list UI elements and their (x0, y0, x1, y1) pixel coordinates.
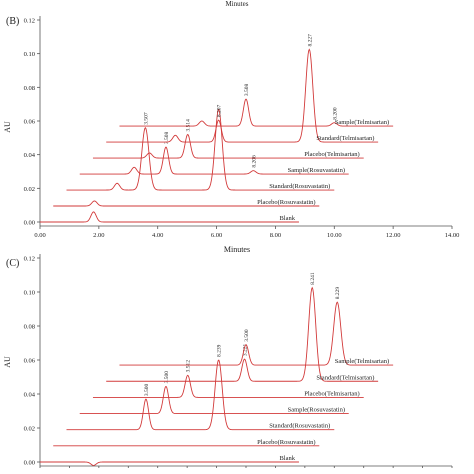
panel-b-x-axis-label: Minutes (224, 245, 250, 254)
panel-b-y-axis-label: AU (3, 121, 12, 133)
x-tick-label: 12.00 (386, 232, 401, 239)
x-tick-label: 0.00 (34, 232, 45, 239)
series-label: Sample(Telmisartan) (335, 358, 389, 365)
y-tick-label: 0.06 (24, 119, 36, 126)
peak-label: 3.508 (244, 83, 250, 96)
peak-label: 3.514 (186, 119, 192, 132)
y-tick-label: 0.08 (24, 85, 35, 92)
peak-label: 3.507 (143, 112, 149, 125)
peak-label: 8.206 (251, 155, 257, 168)
series-label: Placebo(Rosuvastatin) (257, 199, 316, 206)
series-trace-6 (119, 98, 394, 127)
y-tick-label: 0.04 (24, 392, 36, 399)
series-trace-5 (106, 286, 379, 382)
series-trace-1 (53, 200, 320, 207)
series-trace-2 (66, 359, 335, 431)
series-label: Blank (279, 215, 295, 222)
series-label: Standard(Rosuvastatin) (269, 423, 330, 430)
x-tick-label: 2.00 (93, 232, 104, 239)
y-tick-label: 0.04 (24, 152, 36, 159)
panel-c: (C) AU 0.00 0.02 0.04 0.06 0.08 0.10 0.12 Blank… (3, 254, 453, 468)
series-trace-4 (92, 374, 364, 398)
series-trace-2 (66, 109, 335, 191)
series-trace-3 (79, 386, 349, 414)
series-trace-0 (40, 211, 299, 223)
series-label: Blank (279, 455, 295, 462)
peak-label: 8.239 (217, 344, 223, 357)
series-label: Placebo(Rosuvastatin) (257, 439, 316, 446)
x-tick-label: 6.00 (211, 232, 222, 239)
y-tick-label: 0.02 (24, 186, 35, 193)
panel-c-label: (C) (6, 258, 19, 269)
y-tick-label: 0.08 (24, 324, 35, 331)
peak-label: 8.229 (335, 287, 341, 300)
peak-label: 8.200 (332, 107, 338, 120)
peak-label: 8.241 (310, 272, 316, 285)
panel-b-top-label: Minutes (226, 0, 249, 8)
x-tick-label: 10.00 (327, 232, 342, 239)
series-label: Sample(Rosuvastatin) (288, 407, 345, 414)
y-tick-label: 0.12 (24, 256, 35, 263)
panel-c-plot-area: 0.00 0.02 0.04 0.06 0.08 0.10 0.12 Blank Placebo… (24, 254, 453, 468)
x-tick-label: 14.00 (445, 232, 460, 239)
peak-label: 3.221 (243, 344, 249, 357)
peak-label: 8.227 (307, 34, 313, 47)
peak-label: 8.207 (217, 105, 223, 118)
y-tick-label: 0.12 (24, 18, 35, 25)
series-label: Sample(Telmisartan) (335, 119, 389, 126)
series-label: Standard(Rosuvastatin) (269, 183, 330, 190)
series-trace-0 (40, 461, 299, 466)
series-trace-3 (79, 146, 349, 175)
series-trace-6 (119, 301, 394, 366)
y-tick-label: 0.06 (24, 358, 36, 365)
peak-label: 3.500 (144, 383, 150, 396)
panel-b-plot-area: 0.00 0.02 0.04 0.06 0.08 0.10 0.12 0.00 2.00 4.00… (24, 16, 460, 239)
panel-b-label: (B) (6, 16, 19, 27)
panel-c-y-axis-label: AU (3, 356, 12, 368)
series-label: Sample(Rosuvastatin) (288, 167, 345, 174)
peak-label: 3.500 (164, 371, 170, 384)
panel-b: Minutes (B) AU Minutes 0.000.020.040.060… (3, 0, 459, 254)
x-tick-label: 4.00 (152, 232, 163, 239)
y-tick-label: 0.10 (24, 51, 35, 58)
peak-label: 3.512 (186, 360, 192, 373)
peak-label: 3.508 (164, 131, 170, 144)
y-tick-label: 0.02 (24, 426, 35, 433)
y-tick-label: 0.10 (24, 290, 35, 297)
y-tick-label: 0.00 (24, 220, 35, 227)
series-label: Placebo(Telmisartan) (304, 390, 360, 397)
series-label: Standard(Telmisartan) (316, 374, 374, 381)
x-tick-label: 8.00 (270, 232, 281, 239)
series-trace-4 (92, 133, 364, 159)
series-label: Standard(Telmisartan) (316, 135, 374, 142)
series-label: Placebo(Telmisartan) (304, 151, 360, 158)
peak-label: 3.500 (244, 329, 250, 342)
y-tick-label: 0.00 (24, 460, 35, 467)
series-trace-5 (106, 48, 379, 143)
